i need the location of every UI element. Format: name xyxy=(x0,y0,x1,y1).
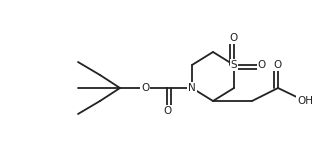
Text: S: S xyxy=(231,60,237,70)
Text: OH: OH xyxy=(297,96,313,106)
Text: O: O xyxy=(274,60,282,70)
Text: O: O xyxy=(163,106,171,116)
Text: O: O xyxy=(258,60,266,70)
Text: O: O xyxy=(230,33,238,43)
Text: O: O xyxy=(141,83,149,93)
Text: N: N xyxy=(188,83,196,93)
